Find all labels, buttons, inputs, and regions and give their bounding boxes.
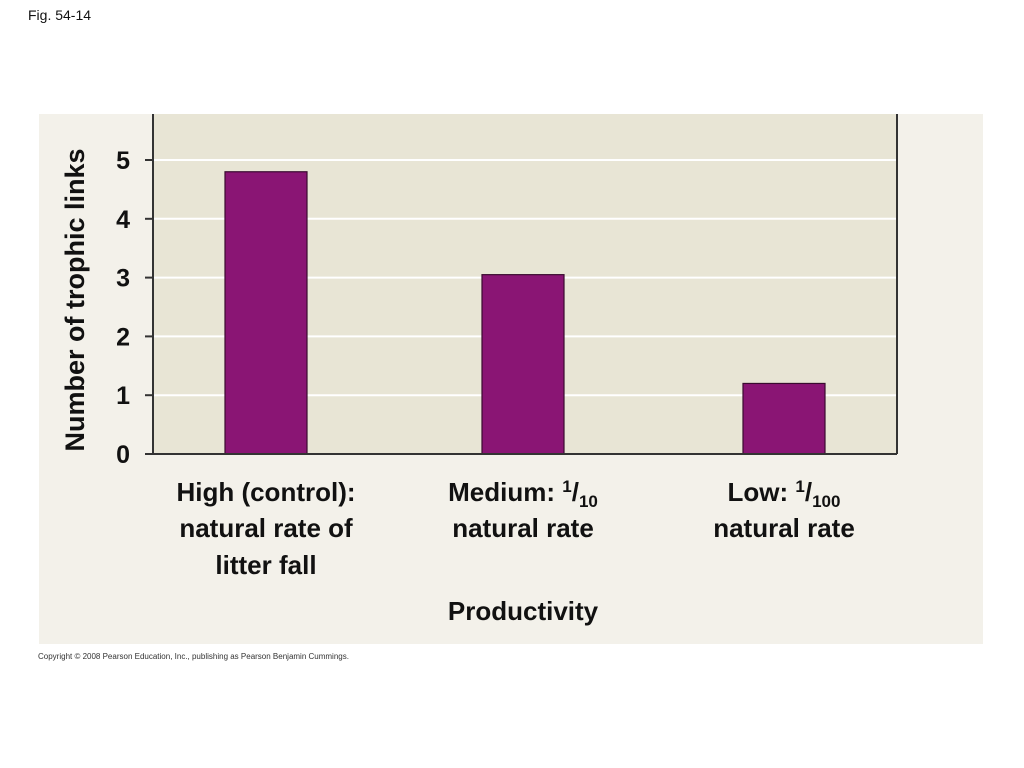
- bars: [224, 171, 826, 455]
- y-tick-label: 5: [116, 147, 130, 175]
- x-axis-title: Productivity: [448, 596, 599, 626]
- bar: [742, 382, 826, 455]
- y-tick-label: 4: [116, 206, 130, 234]
- x-category-label: natural rate of: [179, 513, 353, 543]
- y-tick-label: 1: [116, 382, 130, 410]
- x-category-label: litter fall: [215, 550, 316, 580]
- y-tick-label: 0: [116, 441, 130, 469]
- x-category-label: Medium: 1/10: [448, 477, 598, 511]
- y-tick-label: 2: [116, 323, 130, 351]
- x-category-label: natural rate: [713, 513, 855, 543]
- x-category-label: High (control):: [176, 477, 355, 507]
- bar: [224, 171, 308, 455]
- x-category-labels: High (control): natural rate of litter fal…: [176, 477, 854, 580]
- y-axis-title: Number of trophic links: [60, 148, 90, 451]
- axes: [145, 114, 898, 455]
- bar: [481, 274, 565, 455]
- x-category-label: Low: 1/100: [728, 477, 841, 511]
- y-tick-labels: 0 1 2 3 4 5: [116, 147, 130, 469]
- x-category-label: natural rate: [452, 513, 594, 543]
- figure-label: Fig. 54-14: [28, 7, 92, 23]
- copyright-notice: Copyright © 2008 Pearson Education, Inc.…: [38, 652, 349, 661]
- y-tick-label: 3: [116, 265, 130, 293]
